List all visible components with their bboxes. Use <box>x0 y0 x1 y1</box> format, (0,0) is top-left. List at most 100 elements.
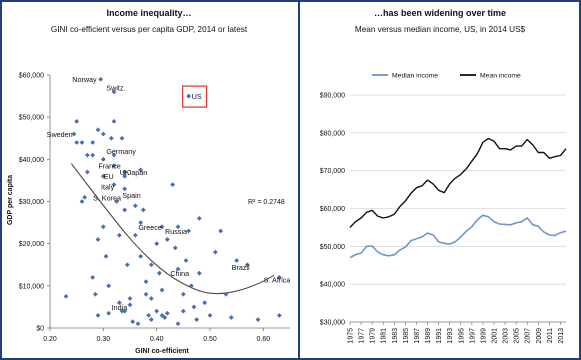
line-x-tick-label: 1981 <box>381 328 388 344</box>
data-point <box>135 321 141 327</box>
data-point <box>100 131 106 137</box>
country-label: S. Africa <box>264 276 291 285</box>
line-x-tick-label: 1983 <box>392 328 399 344</box>
data-point <box>111 152 117 158</box>
data-point <box>108 135 114 141</box>
line-axes: $30,000 $40,000 $50,000 $60,000 $70,000 $80,0… <box>320 93 566 344</box>
line-x-tick-label: 1985 <box>403 328 410 344</box>
median-income-line <box>349 214 567 259</box>
data-point <box>276 275 282 280</box>
data-point <box>132 232 138 238</box>
data-point <box>111 163 117 169</box>
scatter-y-axis-label: GDP per capita <box>7 175 14 225</box>
data-point <box>116 300 122 306</box>
data-point <box>154 241 160 247</box>
line-x-tick-label: 2001 <box>492 328 499 344</box>
data-point <box>63 293 69 299</box>
data-point <box>84 152 90 158</box>
country-label: Russia <box>165 227 187 236</box>
country-label: Italy <box>101 183 115 192</box>
data-point <box>194 317 200 322</box>
line-y-tick-label: $60,000 <box>320 206 345 213</box>
data-point <box>276 312 282 318</box>
country-label: Spain <box>122 191 140 200</box>
line-x-tick-label: 2011 <box>547 328 554 343</box>
scatter-axes: 0.20 0.30 0.40 0.50 0.60 $0 $10,000 $20,000 $30,… <box>19 73 290 343</box>
data-point <box>175 224 181 230</box>
country-label: Norway <box>72 75 97 84</box>
line-x-tick-label: 1979 <box>370 328 377 344</box>
data-point <box>164 237 170 242</box>
scatter-y-tick-label: $10,000 <box>19 283 44 290</box>
data-point <box>122 169 128 175</box>
data-point <box>180 291 186 297</box>
line-x-tick-label: 1993 <box>447 328 454 344</box>
data-point <box>114 199 120 204</box>
data-point <box>207 312 213 318</box>
data-point <box>175 266 181 272</box>
scatter-subtitle: GINI co-efficient versus per capita GDP,… <box>51 25 248 34</box>
data-point <box>106 310 112 316</box>
data-point <box>186 93 192 99</box>
data-point <box>98 76 104 82</box>
data-point <box>100 156 106 162</box>
data-point <box>95 312 101 318</box>
data-point <box>130 319 136 325</box>
data-point <box>74 140 80 145</box>
scatter-y-tick-label: $20,000 <box>19 241 44 248</box>
data-point <box>138 167 144 173</box>
line-x-tick-label: 1999 <box>480 328 487 344</box>
data-point <box>122 308 128 314</box>
data-point <box>156 270 162 276</box>
data-point <box>223 291 229 297</box>
country-label: Greece <box>138 223 162 232</box>
data-point <box>111 89 117 95</box>
data-point <box>100 224 106 230</box>
line-x-tick-label: 2013 <box>558 328 565 344</box>
scatter-points <box>63 76 282 327</box>
data-point <box>159 287 165 293</box>
data-point <box>103 253 109 259</box>
scatter-y-tick-label: $40,000 <box>19 157 44 164</box>
data-point <box>122 186 128 192</box>
data-point <box>255 317 261 322</box>
scatter-x-tick-label: 0.60 <box>257 336 271 343</box>
data-point <box>159 224 165 230</box>
scatter-x-tick-label: 0.30 <box>97 336 111 343</box>
data-point <box>79 199 85 204</box>
scatter-trendline <box>70 163 275 295</box>
data-point <box>148 262 154 268</box>
line-x-tick-label: 1975 <box>348 328 355 344</box>
legend-label: Median income <box>392 73 438 80</box>
country-label: Japan <box>128 168 148 177</box>
data-point <box>154 308 160 314</box>
country-label: US <box>192 92 202 101</box>
data-point <box>127 302 133 308</box>
data-point <box>148 317 154 322</box>
data-point <box>218 228 224 234</box>
data-point <box>172 245 178 251</box>
line-x-tick-label: 1995 <box>458 328 465 344</box>
data-point <box>127 296 133 301</box>
line-title: …has been widening over time <box>374 8 506 18</box>
data-point <box>111 182 117 188</box>
country-label: Brazil <box>232 263 250 272</box>
data-point <box>170 182 176 188</box>
data-point <box>106 283 112 289</box>
legend-label: Mean income <box>480 73 521 80</box>
line-x-tick-label: 1977 <box>359 328 366 344</box>
data-point <box>244 262 250 268</box>
data-point <box>95 127 101 133</box>
scatter-x-axis-label: GINI co-efficient <box>135 348 189 355</box>
data-point <box>212 249 218 255</box>
scatter-title: Income inequality… <box>106 8 191 18</box>
line-x-tick-label: 1991 <box>436 328 443 344</box>
data-point <box>132 203 138 209</box>
data-point <box>71 131 77 137</box>
scatter-y-tick-label: $60,000 <box>19 73 44 80</box>
line-chart: …has been widening over time Mean versus… <box>320 8 567 344</box>
line-legend: Median income Mean income <box>372 73 521 80</box>
scatter-chart: Income inequality… GINI co-efficient ver… <box>7 8 291 355</box>
